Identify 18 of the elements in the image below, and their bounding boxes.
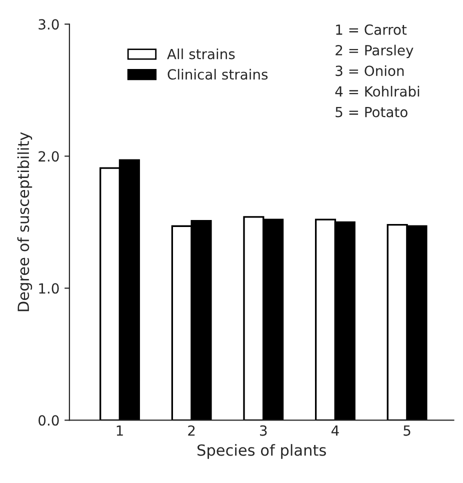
y-tick-label: 2.0: [38, 151, 59, 162]
y-tick-label: 1.0: [39, 283, 59, 294]
annotation: 5 = Potato: [336, 106, 408, 118]
annotation: 4 = Kohlrabi: [335, 86, 420, 97]
annotation: 3 = Onion: [336, 65, 404, 76]
x-tick-label: 3: [260, 425, 267, 436]
x-tick-label: 5: [404, 426, 410, 436]
x-tick-label: 2: [188, 425, 195, 436]
legend-label: All strains: [167, 48, 235, 60]
y-tick-label: 0.0: [38, 415, 59, 426]
x-tick-label: 4: [331, 426, 339, 436]
x-tick-label: 1: [116, 426, 123, 436]
y-axis-title: Degree of susceptibility: [17, 132, 32, 312]
legend-label: Clinical strains: [168, 68, 268, 80]
x-axis-title: Species of plants: [198, 444, 326, 459]
annotation: 1 = Carrot: [336, 24, 407, 35]
annotation: 2 = Parsley: [336, 44, 414, 58]
y-tick-label: 3.0: [38, 19, 59, 30]
